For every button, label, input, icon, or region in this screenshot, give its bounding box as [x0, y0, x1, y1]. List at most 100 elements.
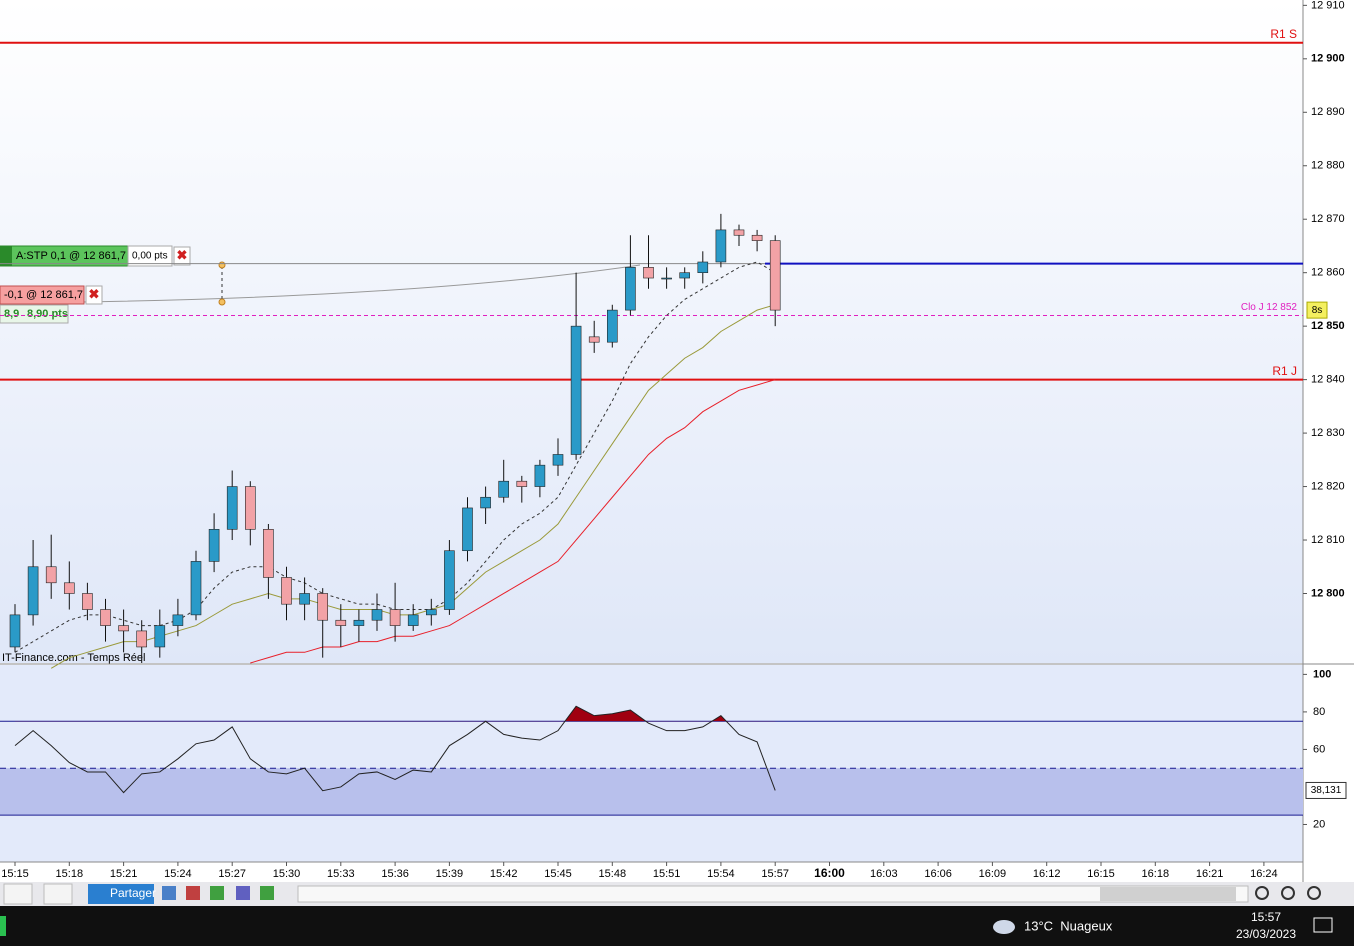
- rsi-panel: [0, 665, 1303, 862]
- candle-body: [45, 566, 57, 584]
- weather[interactable]: 13°C Nuageux: [1024, 918, 1113, 933]
- x-tick-label: 15:54: [707, 868, 735, 880]
- y-tick-label: 12 900: [1311, 53, 1345, 65]
- order-tag: A:STP 0,1 @ 12 861,7: [16, 250, 126, 262]
- close-position[interactable]: [85, 285, 103, 305]
- x-tick-label: 15:18: [56, 868, 84, 880]
- candle-body: [715, 229, 727, 263]
- candle-body: [606, 309, 618, 343]
- zoom-out[interactable]: [1281, 886, 1295, 900]
- handle[interactable]: [218, 298, 226, 306]
- x-tick-label: 15:24: [164, 868, 192, 880]
- y-tick-label: 12 860: [1311, 267, 1345, 279]
- x-tick-label: 15:48: [599, 868, 627, 880]
- x-tick-label: 16:12: [1033, 868, 1061, 880]
- tool-icon[interactable]: [236, 886, 250, 900]
- y-axis-area: [1303, 0, 1354, 882]
- share-button[interactable]: [88, 884, 154, 904]
- handle[interactable]: [218, 261, 226, 269]
- weather-icon: [993, 920, 1015, 934]
- candle-body: [245, 486, 256, 530]
- position-tag-box[interactable]: [0, 285, 85, 305]
- x-tick-label: 15:30: [273, 868, 301, 880]
- candle-body: [154, 625, 166, 648]
- candle-body: [208, 529, 220, 562]
- candle-body: [371, 609, 383, 621]
- tool-icon[interactable]: [210, 886, 224, 900]
- candle-body: [172, 614, 184, 626]
- scrollbar[interactable]: [297, 885, 1249, 903]
- app-indicator[interactable]: [0, 916, 6, 936]
- tool-icon[interactable]: [186, 886, 200, 900]
- tool-icon[interactable]: [162, 886, 176, 900]
- order-pts-box: [127, 245, 173, 267]
- zoom-in[interactable]: [1307, 886, 1321, 900]
- candle-body: [226, 486, 238, 530]
- pnl-box: [0, 304, 69, 324]
- x-tick-label: 16:09: [979, 868, 1007, 880]
- y-tick-label: 60: [1313, 743, 1325, 755]
- position-tag: -0,1 @ 12 861,7: [4, 289, 83, 301]
- candle-body: [751, 234, 763, 241]
- candle-body: [389, 609, 401, 626]
- y-tick-label: 12 890: [1311, 106, 1345, 118]
- tool-icon[interactable]: [260, 886, 274, 900]
- scroll-thumb[interactable]: [1100, 887, 1236, 901]
- countdown: 8s: [1312, 305, 1323, 316]
- candle-body: [643, 267, 654, 279]
- candle-body: [661, 277, 672, 280]
- notifications[interactable]: [1313, 917, 1333, 933]
- close-icon: ✖: [89, 286, 100, 301]
- y-tick-label: 100: [1313, 668, 1331, 680]
- y-tick-label: 12 800: [1311, 587, 1345, 599]
- candle-body: [190, 561, 202, 616]
- countdown-box: [1306, 301, 1328, 319]
- x-tick-label: 16:15: [1087, 868, 1115, 880]
- candle-body: [263, 529, 274, 578]
- candle-body: [570, 325, 582, 455]
- candle-body: [118, 625, 129, 632]
- order-curve: [0, 264, 641, 304]
- moving-average: [250, 379, 776, 664]
- y-tick-label: 20: [1313, 818, 1325, 830]
- candle-body: [733, 229, 745, 236]
- x-tick-label: 15:57: [761, 868, 789, 880]
- x-tick-label: 15:42: [490, 868, 518, 880]
- x-tick-label: 15:39: [436, 868, 464, 880]
- candle-body: [299, 593, 310, 605]
- zoom-fit[interactable]: [1255, 886, 1269, 900]
- candle-body: [64, 582, 75, 594]
- order-grip[interactable]: [0, 246, 12, 266]
- y-tick-label: 12 880: [1311, 160, 1345, 172]
- candle-body: [407, 614, 419, 626]
- plots: 12 910 12 900 12 890 12 880 12 870 12 860 12 8…: [0, 0, 1347, 880]
- rsi-value: 38,131: [1311, 785, 1342, 796]
- y-tick-label: 12 820: [1311, 480, 1345, 492]
- draw-tool[interactable]: [3, 883, 33, 905]
- candle-body: [136, 630, 147, 648]
- indicator-tool[interactable]: [43, 883, 73, 905]
- candle-body: [444, 550, 455, 610]
- candle-body: [625, 267, 636, 311]
- x-tick-label: 16:06: [924, 868, 952, 880]
- level-label: R1 J: [1272, 364, 1297, 378]
- candle-body: [9, 614, 21, 648]
- candle-body: [317, 593, 329, 621]
- value-box: [1305, 781, 1347, 799]
- x-tick-label: 15:27: [218, 868, 246, 880]
- order-graphics: A:STP 0,1 @ 12 861,7 0,00 pts ✖ -0,1 @ 1…: [0, 245, 641, 324]
- x-tick-label: 15:51: [653, 868, 681, 880]
- date[interactable]: 23/03/2023: [1236, 927, 1296, 941]
- close-order[interactable]: [173, 246, 191, 266]
- candle-body: [425, 609, 437, 616]
- clock[interactable]: 15:57: [1251, 910, 1281, 924]
- y-tick-label: 12 830: [1311, 427, 1345, 439]
- y-tick-label: 12 850: [1311, 320, 1345, 332]
- candle-body: [498, 480, 510, 498]
- candle-body: [82, 593, 93, 610]
- taskbar: [0, 906, 1354, 946]
- share-label: Partager: [110, 886, 156, 900]
- overbought-fill: [564, 706, 727, 722]
- level-label: Clo J 12 852: [1241, 302, 1298, 313]
